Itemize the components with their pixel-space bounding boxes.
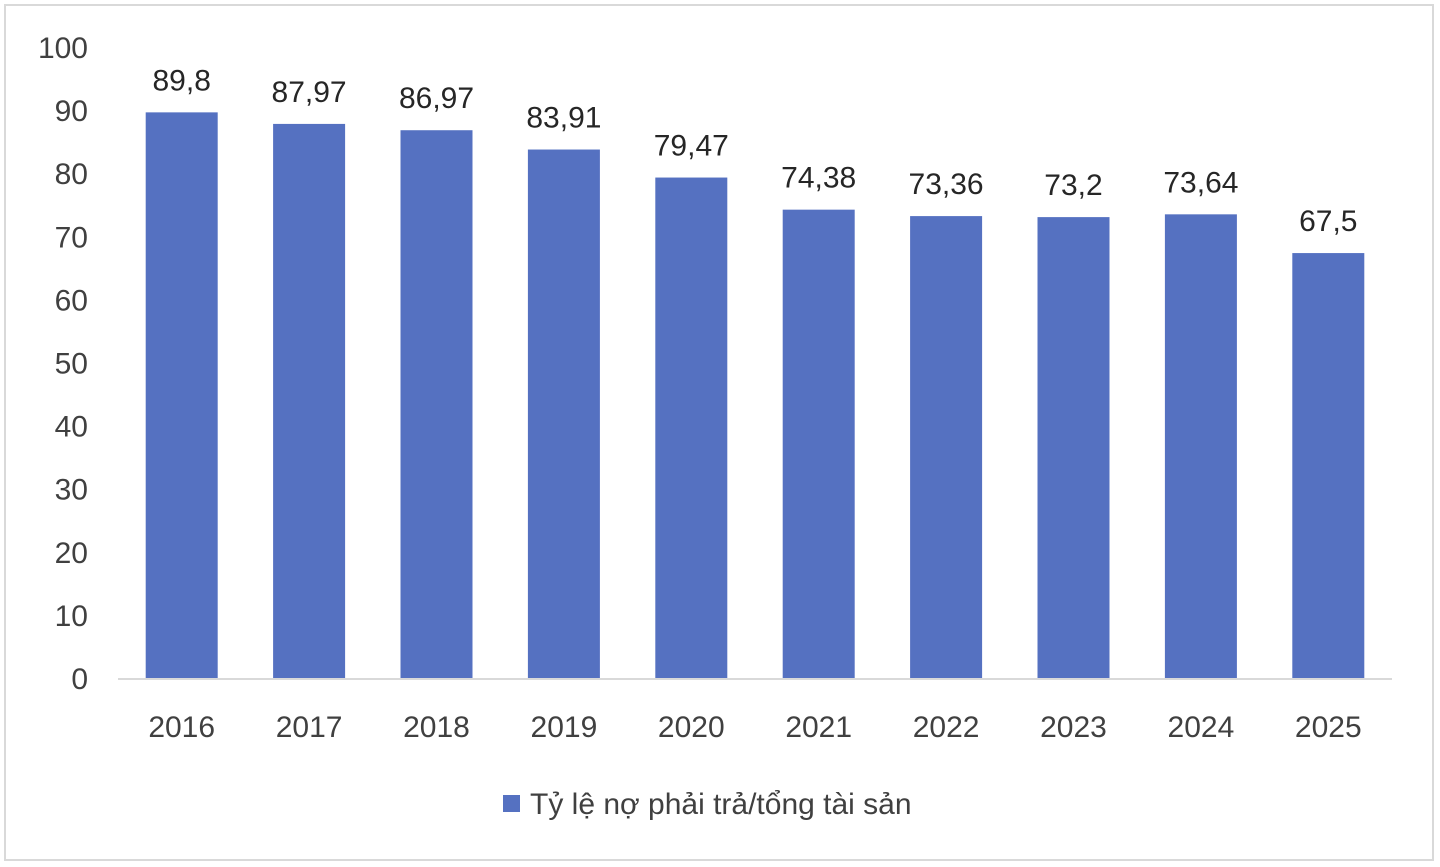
x-tick-label-2021: 2021 [785, 711, 852, 744]
x-axis-tick-labels: 2016 2017 2018 2019 2020 2021 2022 2023 2024 2025 [148, 711, 1361, 744]
data-labels: 89,8 87,97 86,97 83,91 79,47 74,38 73,36 73,2 73… [153, 64, 1358, 238]
data-label-2017: 87,97 [272, 76, 347, 109]
x-tick-label-2025: 2025 [1295, 711, 1362, 744]
x-tick-label-2016: 2016 [148, 711, 215, 744]
data-label-2023: 73,2 [1044, 169, 1102, 202]
bar-2024 [1164, 214, 1237, 679]
x-tick-label-2017: 2017 [276, 711, 343, 744]
legend: Tỷ lệ nợ phải trả/tổng tài sản [503, 788, 912, 821]
y-tick-label: 80 [55, 158, 88, 191]
bar-2016 [145, 112, 218, 679]
data-label-2020: 79,47 [654, 130, 729, 163]
bar-2022 [910, 216, 983, 680]
y-tick-label: 60 [55, 284, 88, 317]
y-tick-label: 100 [38, 32, 88, 65]
y-tick-label: 90 [55, 95, 88, 128]
bar-2020 [655, 177, 728, 679]
bar-2023 [1037, 217, 1110, 679]
data-label-2022: 73,36 [909, 168, 984, 201]
x-tick-label-2024: 2024 [1168, 711, 1235, 744]
y-tick-label: 40 [55, 411, 88, 444]
bar-2025 [1292, 253, 1365, 679]
bar-2021 [782, 209, 855, 679]
y-tick-label: 50 [55, 348, 88, 381]
x-tick-label-2020: 2020 [658, 711, 725, 744]
legend-swatch [503, 795, 520, 812]
y-tick-label: 10 [55, 600, 88, 633]
x-tick-label-2018: 2018 [403, 711, 470, 744]
x-tick-label-2023: 2023 [1040, 711, 1107, 744]
data-label-2021: 74,38 [781, 162, 856, 195]
bar-series [145, 112, 1365, 680]
y-tick-label: 30 [55, 474, 88, 507]
data-label-2018: 86,97 [399, 82, 474, 115]
data-label-2024: 73,64 [1163, 166, 1238, 199]
x-tick-label-2022: 2022 [913, 711, 980, 744]
x-tick-label-2019: 2019 [531, 711, 598, 744]
legend-label: Tỷ lệ nợ phải trả/tổng tài sản [530, 788, 912, 821]
y-tick-label: 0 [71, 663, 88, 696]
y-tick-label: 20 [55, 537, 88, 570]
data-label-2016: 89,8 [153, 64, 211, 97]
y-axis-tick-labels: 0 10 20 30 40 50 60 70 80 90 100 [38, 32, 88, 696]
data-label-2019: 83,91 [526, 102, 601, 135]
bar-2018 [400, 130, 473, 679]
data-label-2025: 67,5 [1299, 205, 1357, 238]
bar-2017 [273, 123, 346, 679]
y-tick-label: 70 [55, 221, 88, 254]
bar-2019 [527, 149, 600, 679]
